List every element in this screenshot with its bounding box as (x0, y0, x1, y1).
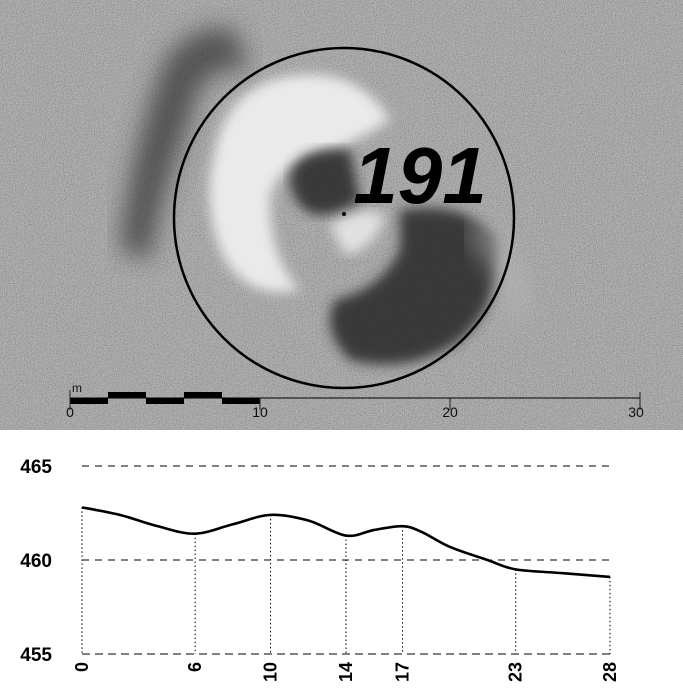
scale-bar: m 0 10 20 30 (66, 381, 644, 420)
x-tick-label: 10 (261, 662, 281, 682)
y-tick-label: 460 (20, 551, 52, 572)
y-tick-label: 465 (20, 457, 52, 478)
y-tick-label: 455 (20, 645, 52, 666)
profile-svg: 455 460 465 0 6 10 14 17 23 28 (20, 457, 620, 682)
x-tick-label: 6 (185, 662, 205, 672)
x-tick-label: 0 (72, 662, 92, 672)
elevation-profile-chart: 455 460 465 0 6 10 14 17 23 28 (0, 430, 683, 684)
terrain-shading (120, 28, 530, 365)
scale-bar-segments (70, 392, 260, 404)
profile-line (81, 506, 611, 579)
x-tick-label: 28 (600, 662, 620, 682)
feature-label: 191 (353, 131, 486, 220)
crater-outline-circle (172, 46, 516, 390)
scale-tick-label: 0 (66, 404, 74, 420)
crater-center-marker (342, 212, 346, 216)
map-svg: 191 m 0 10 20 30 (0, 0, 683, 430)
x-tick-label: 17 (393, 662, 413, 682)
elevation-map: 191 m 0 10 20 30 (0, 0, 683, 430)
map-noise-texture (0, 0, 683, 430)
scale-bar-unit: m (72, 381, 82, 395)
scale-tick-label: 10 (252, 404, 268, 420)
scale-tick-label: 20 (442, 404, 458, 420)
x-tick-label: 23 (506, 662, 526, 682)
scale-tick-label: 30 (628, 404, 644, 420)
x-tick-label: 14 (336, 662, 356, 682)
